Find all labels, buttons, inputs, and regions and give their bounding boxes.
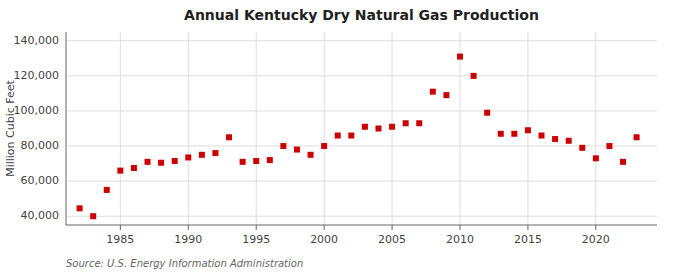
- point: [552, 136, 558, 142]
- point: [321, 143, 327, 149]
- x-tick-label: 2005: [378, 233, 406, 246]
- point: [131, 165, 137, 171]
- point: [267, 157, 273, 163]
- y-grid-line: [66, 216, 657, 217]
- points: [77, 54, 640, 220]
- point: [634, 134, 640, 140]
- y-tick-label: 40,000: [21, 209, 60, 222]
- x-tick: [120, 225, 121, 230]
- point: [498, 131, 504, 137]
- x-tick: [256, 225, 257, 230]
- x-grid-line: [595, 32, 596, 225]
- point: [253, 158, 259, 164]
- x-tick-label: 2015: [514, 233, 542, 246]
- y-grid-line: [66, 75, 657, 76]
- y-tick-label: 100,000: [14, 104, 60, 117]
- source-note: Source: U.S. Energy Information Administ…: [66, 258, 303, 269]
- grid: [66, 32, 657, 225]
- x-tick: [460, 225, 461, 230]
- x-grid-line: [460, 32, 461, 225]
- x-tick: [188, 225, 189, 230]
- point: [104, 187, 110, 193]
- y-grid-line: [66, 181, 657, 182]
- point: [389, 124, 395, 130]
- y-tick-label: 80,000: [21, 139, 60, 152]
- x-tick-label: 2000: [310, 233, 338, 246]
- y-axis-line: [66, 32, 67, 225]
- x-grid-line: [256, 32, 257, 225]
- point: [484, 110, 490, 116]
- point: [443, 92, 449, 98]
- point: [294, 147, 300, 153]
- y-tick-label: 140,000: [14, 34, 60, 47]
- x-grid-line: [324, 32, 325, 225]
- point: [240, 159, 246, 165]
- y-grid-line: [66, 110, 657, 111]
- y-tick-label: 120,000: [14, 69, 60, 82]
- point: [525, 127, 531, 133]
- point: [117, 168, 123, 174]
- point: [212, 150, 218, 156]
- x-grid-line: [188, 32, 189, 225]
- point: [566, 138, 572, 144]
- x-tick: [392, 225, 393, 230]
- axes: 40,000 60,000 80,000 100,000 120,000 140,000 1…: [14, 32, 658, 246]
- point: [606, 143, 612, 149]
- point: [226, 134, 232, 140]
- point: [403, 120, 409, 126]
- point: [199, 152, 205, 158]
- point: [280, 143, 286, 149]
- point: [593, 155, 599, 161]
- point: [620, 159, 626, 165]
- x-tick: [595, 225, 596, 230]
- point: [471, 73, 477, 79]
- y-grid-line: [66, 40, 657, 41]
- point: [430, 89, 436, 95]
- point: [348, 133, 354, 139]
- point: [539, 133, 545, 139]
- chart: 40,000 60,000 80,000 100,000 120,000 140,000 1…: [0, 0, 675, 275]
- point: [416, 120, 422, 126]
- point: [375, 126, 381, 132]
- x-axis-line: [66, 225, 657, 226]
- point: [579, 145, 585, 151]
- x-tick-label: 1995: [242, 233, 270, 246]
- point: [335, 133, 341, 139]
- point: [185, 154, 191, 160]
- point: [77, 205, 83, 211]
- point: [457, 54, 463, 60]
- x-tick-label: 2010: [446, 233, 474, 246]
- y-axis-label: Million Cubic Feet: [4, 79, 17, 176]
- x-tick: [324, 225, 325, 230]
- x-tick-label: 1990: [174, 233, 202, 246]
- x-tick: [527, 225, 528, 230]
- y-tick-label: 60,000: [21, 174, 60, 187]
- point: [308, 152, 314, 158]
- point: [511, 131, 517, 137]
- x-tick-label: 2020: [582, 233, 610, 246]
- point: [145, 159, 151, 165]
- title: Annual Kentucky Dry Natural Gas Producti…: [184, 7, 539, 23]
- y-grid-line: [66, 146, 657, 147]
- x-grid-line: [120, 32, 121, 225]
- x-tick-label: 1985: [106, 233, 134, 246]
- point: [158, 160, 164, 166]
- point: [90, 213, 96, 219]
- point: [362, 124, 368, 130]
- point: [172, 158, 178, 164]
